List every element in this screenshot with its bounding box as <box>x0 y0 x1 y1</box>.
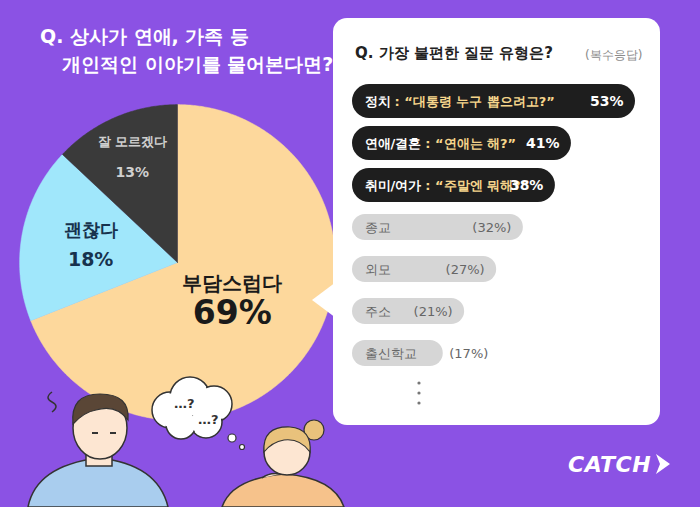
html-text:Q. 가장 불편한 질문 유형은?: Q. 가장 불편한 질문 유형은? <box>355 44 553 62</box>
svg-text:: “연애는 해?”: : “연애는 해?” <box>425 136 516 151</box>
svg-text:(21%): (21%) <box>414 304 453 319</box>
svg-text:: “대통령 누구 뽑으려고?”: : “대통령 누구 뽑으려고?” <box>395 94 555 109</box>
svg-text:취미/여가: 취미/여가 <box>365 178 422 193</box>
svg-text:잘 모르겠다: 잘 모르겠다 <box>98 134 168 149</box>
html-text:개인적인 이야기를 물어본다면?: 개인적인 이야기를 물어본다면? <box>62 53 334 75</box>
svg-text:53%: 53% <box>590 93 624 109</box>
svg-text:정치: 정치 <box>365 94 391 109</box>
svg-text:외모: 외모 <box>365 262 391 277</box>
html-text:Q. 상사가 연애, 가족 등: Q. 상사가 연애, 가족 등 <box>40 25 249 47</box>
svg-text:연애/결혼: 연애/결혼 <box>365 136 422 151</box>
svg-text:: “주말엔 뭐해?”: : “주말엔 뭐해?” <box>425 177 530 193</box>
svg-text:(32%): (32%) <box>472 220 511 235</box>
svg-text:괜찮다: 괜찮다 <box>64 219 118 240</box>
svg-text:(27%): (27%) <box>446 262 485 277</box>
svg-text:13%: 13% <box>116 164 150 180</box>
html-text:(복수응답): (복수응답) <box>585 48 643 62</box>
svg-text:(17%): (17%) <box>449 346 488 361</box>
svg-text:41%: 41% <box>526 135 560 151</box>
svg-text:38%: 38% <box>510 177 544 193</box>
svg-text:종교: 종교 <box>365 220 391 235</box>
svg-text:…?: …? <box>174 396 195 411</box>
svg-text:출신학교: 출신학교 <box>365 346 417 361</box>
svg-text:…?: …? <box>198 412 219 427</box>
svg-text:부담스럽다: 부담스럽다 <box>182 271 282 295</box>
svg-text:18%: 18% <box>68 248 113 270</box>
svg-text:주소: 주소 <box>365 304 391 319</box>
svg-text:69%: 69% <box>193 293 272 332</box>
html-text:CATCH: CATCH <box>568 452 652 477</box>
